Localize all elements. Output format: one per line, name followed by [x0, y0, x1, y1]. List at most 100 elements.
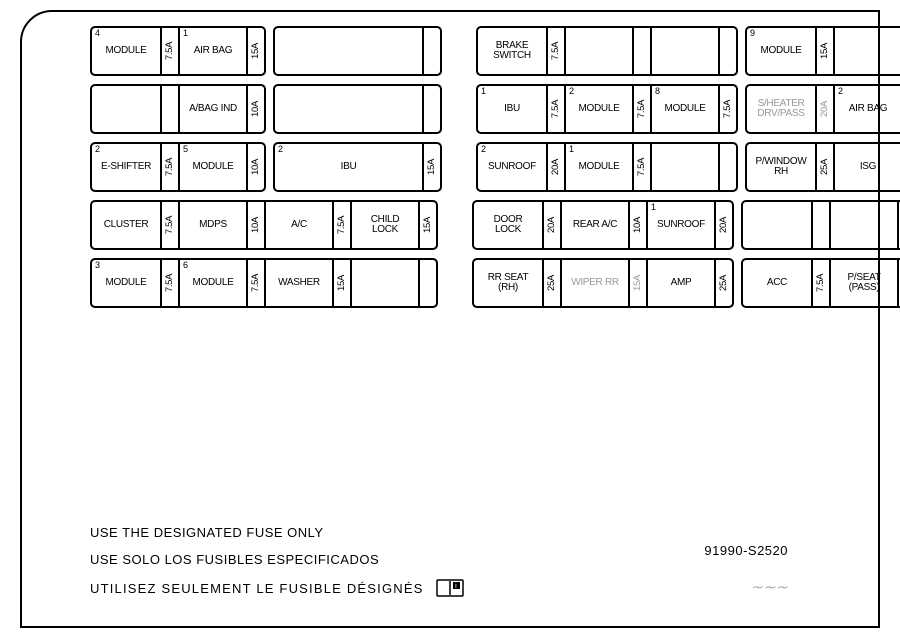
footer-line-fr: UTILISEZ SEULEMENT LE FUSIBLE DÉSIGNÉS i: [90, 579, 464, 600]
fuse-label: WIPER RR: [560, 260, 628, 306]
fuse-label: S/HEATERDRV/PASS: [747, 86, 815, 132]
fuse-group: P/WINDOWRH25AISG15A: [745, 142, 900, 192]
fuse-label: BRAKESWITCH: [478, 28, 546, 74]
fuse-label: 4MODULE: [92, 28, 160, 74]
fuse-rating: 7.5A: [160, 202, 178, 248]
fuse-number: 1: [569, 145, 574, 154]
svg-text:i: i: [456, 583, 459, 590]
fuse-rating: [418, 260, 436, 306]
fuse-label: [829, 202, 897, 248]
fuse-rating: [632, 28, 650, 74]
fuse-label: [275, 28, 422, 74]
fuse-rating: 7.5A: [246, 260, 264, 306]
fuse-label: 9MODULE: [747, 28, 815, 74]
fuse-label: 1MODULE: [564, 144, 632, 190]
fuse-number: 9: [750, 29, 755, 38]
fuse-group: [741, 200, 900, 250]
fuse-panel: 4MODULE7.5A1AIR BAG15ABRAKESWITCH7.5A9MO…: [20, 10, 880, 628]
fuse-label: 1AIR BAG: [178, 28, 246, 74]
footer-text: USE THE DESIGNATED FUSE ONLY USE SOLO LO…: [90, 525, 464, 600]
fuse-rating: [718, 144, 736, 190]
gap: [449, 84, 469, 134]
fuse-row: A/BAG IND10A1IBU7.5A2MODULE7.5A8MODULE7.…: [90, 84, 900, 134]
fuse-group: 2E-SHIFTER7.5A5MODULE10A: [90, 142, 266, 192]
footer-fr-text: UTILISEZ SEULEMENT LE FUSIBLE DÉSIGNÉS: [90, 581, 424, 596]
fuse-label: MDPS: [178, 202, 246, 248]
gap: [449, 26, 469, 76]
fuse-label: WASHER: [264, 260, 332, 306]
fuse-label: A/BAG IND: [178, 86, 246, 132]
fuse-number: 1: [481, 87, 486, 96]
fuse-label: [564, 28, 632, 74]
fuse-label: [92, 86, 160, 132]
fuse-label: [833, 28, 900, 74]
fuse-grid: 4MODULE7.5A1AIR BAG15ABRAKESWITCH7.5A9MO…: [90, 26, 900, 308]
fuse-label: [275, 86, 422, 132]
fuse-label: 2IBU: [275, 144, 422, 190]
fuse-group: 2IBU15A: [273, 142, 442, 192]
fuse-label: CLUSTER: [92, 202, 160, 248]
fuse-rating: 7.5A: [718, 86, 736, 132]
fuse-number: 1: [651, 203, 656, 212]
fuse-label: ISG: [833, 144, 900, 190]
fuse-number: 2: [278, 145, 283, 154]
fuse-group: S/HEATERDRV/PASS20A2AIR BAG15A: [745, 84, 900, 134]
fuse-row: 2E-SHIFTER7.5A5MODULE10A2IBU15A2SUNROOF2…: [90, 142, 900, 192]
fuse-rating: [811, 202, 829, 248]
manual-icon: i: [436, 579, 464, 600]
fuse-group: DOORLOCK20AREAR A/C10A1SUNROOF20A: [472, 200, 734, 250]
fuse-label: [650, 144, 718, 190]
fuse-group: [273, 26, 442, 76]
fuse-rating: 20A: [546, 144, 564, 190]
gap: [445, 200, 465, 250]
fuse-number: 5: [183, 145, 188, 154]
fuse-group: 3MODULE7.5A6MODULE7.5AWASHER15A: [90, 258, 438, 308]
fuse-rating: 25A: [815, 144, 833, 190]
fuse-label: 1IBU: [478, 86, 546, 132]
fuse-group: 9MODULE15A: [745, 26, 900, 76]
fuse-rating: 15A: [628, 260, 646, 306]
fuse-rating: 15A: [422, 144, 440, 190]
fuse-label: ACC: [743, 260, 811, 306]
gap: [445, 258, 465, 308]
fuse-label: 3MODULE: [92, 260, 160, 306]
fuse-rating: 15A: [418, 202, 436, 248]
fuse-rating: 15A: [246, 28, 264, 74]
fuse-group: RR SEAT(RH)25AWIPER RR15AAMP25A: [472, 258, 734, 308]
fuse-number: 2: [569, 87, 574, 96]
fuse-group: A/BAG IND10A: [90, 84, 266, 134]
fuse-number: 1: [183, 29, 188, 38]
fuse-number: 2: [95, 145, 100, 154]
fuse-rating: 7.5A: [332, 202, 350, 248]
fuse-rating: 7.5A: [160, 260, 178, 306]
fuse-rating: 7.5A: [632, 86, 650, 132]
fuse-group: 2SUNROOF20A1MODULE7.5A: [476, 142, 738, 192]
part-number: 91990-S2520: [704, 543, 788, 558]
fuse-group: BRAKESWITCH7.5A: [476, 26, 738, 76]
fuse-group: [273, 84, 442, 134]
fuse-rating: 10A: [246, 144, 264, 190]
fuse-rating: 20A: [542, 202, 560, 248]
fuse-rating: 7.5A: [546, 86, 564, 132]
fuse-number: 4: [95, 29, 100, 38]
fuse-rating: 7.5A: [632, 144, 650, 190]
fuse-label: 1SUNROOF: [646, 202, 714, 248]
fuse-number: 6: [183, 261, 188, 270]
footer-line-es: USE SOLO LOS FUSIBLES ESPECIFICADOS: [90, 552, 464, 567]
fuse-label: 2MODULE: [564, 86, 632, 132]
fuse-group: 1IBU7.5A2MODULE7.5A8MODULE7.5A: [476, 84, 738, 134]
signature-mark: ∼∼∼: [750, 578, 788, 596]
fuse-row: 4MODULE7.5A1AIR BAG15A BRAKESWITCH7.5A9MO…: [90, 26, 900, 76]
fuse-row: CLUSTER7.5AMDPS10AA/C7.5ACHILDLOCK15ADOO…: [90, 200, 900, 250]
fuse-rating: 7.5A: [160, 28, 178, 74]
fuse-label: 8MODULE: [650, 86, 718, 132]
fuse-label: DOORLOCK: [474, 202, 542, 248]
fuse-rating: [422, 86, 440, 132]
fuse-label: 2SUNROOF: [478, 144, 546, 190]
fuse-rating: 7.5A: [811, 260, 829, 306]
fuse-row: 3MODULE7.5A6MODULE7.5AWASHER15ARR SEAT(R…: [90, 258, 900, 308]
fuse-label: 6MODULE: [178, 260, 246, 306]
fuse-number: 2: [838, 87, 843, 96]
fuse-number: 2: [481, 145, 486, 154]
fuse-rating: 20A: [714, 202, 732, 248]
